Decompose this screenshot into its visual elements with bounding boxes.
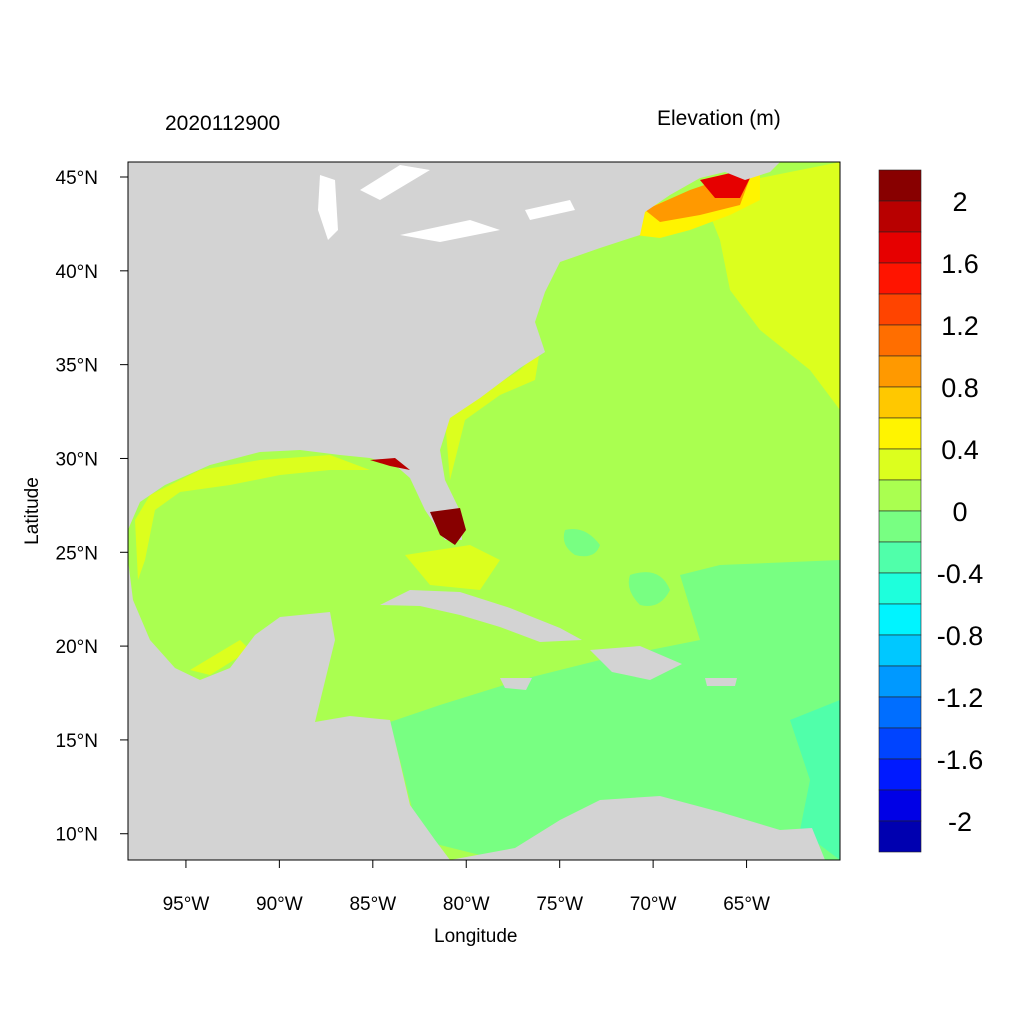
atlantic-low-patch: [628, 572, 670, 606]
colorbar-bin: [878, 324, 922, 357]
colorbar-bin: [878, 355, 922, 388]
x-tick-label: 95°W: [163, 894, 210, 915]
colorbar-label: -1.2: [937, 683, 984, 713]
colorbar-bin: [878, 262, 922, 295]
y-tick-label: 10°N: [56, 825, 98, 846]
colorbar-bin: [878, 510, 922, 543]
colorbar-bin: [878, 789, 922, 822]
y-tick-label: 35°N: [56, 356, 98, 377]
gulf-shelf-positive: [135, 455, 370, 580]
great-lake: [360, 165, 430, 200]
east-coast-shelf: [445, 350, 540, 480]
north-america-land: [128, 162, 780, 540]
colorbar-bin: [878, 448, 922, 481]
colorbar-bin: [878, 696, 922, 729]
colorbar-label: -0.8: [937, 621, 984, 651]
caribbean-ne-low: [790, 700, 840, 860]
colorbar-label: 1.2: [941, 311, 979, 341]
gulf-of-maine-peak: [700, 172, 750, 198]
x-axis-label: Longitude: [434, 926, 518, 947]
puerto-rico-land: [705, 678, 737, 686]
x-tick-label: 80°W: [443, 894, 490, 915]
colorbar-bin: [878, 200, 922, 233]
colorbar-bin: [878, 293, 922, 326]
colorbar-bin: [878, 634, 922, 667]
x-tick-label: 65°W: [723, 894, 770, 915]
plot-frame: [127, 161, 841, 861]
y-tick-label: 15°N: [56, 731, 98, 752]
colorbar-bin: [878, 417, 922, 450]
colorbar-bin: [878, 727, 922, 760]
colorbar-bin: [878, 479, 922, 512]
caribbean-low-region: [390, 560, 840, 860]
x-tick-label: 75°W: [536, 894, 583, 915]
south-america-land: [450, 796, 825, 860]
x-tick-label: 70°W: [630, 894, 677, 915]
y-tick-label: 20°N: [56, 637, 98, 658]
colorbar-bin: [878, 820, 922, 853]
x-tick-label: 90°W: [256, 894, 303, 915]
colorbar-bin: [878, 231, 922, 264]
y-tick-label: 25°N: [56, 543, 98, 564]
colorbar-label: -2: [948, 807, 972, 837]
colorbar-bin: [878, 758, 922, 791]
colorbar-bin: [878, 541, 922, 574]
y-tick-label: 45°N: [56, 168, 98, 189]
map-title-date: 2020112900: [165, 112, 281, 135]
colorbar-bin: [878, 603, 922, 636]
hispaniola-land: [590, 646, 682, 680]
central-america-land: [128, 560, 450, 860]
y-tick-label: 40°N: [56, 262, 98, 283]
yucatan-shelf-positive: [190, 640, 250, 675]
colorbar-bin: [878, 169, 922, 202]
great-lake: [400, 220, 500, 242]
coastal-surge-band: [370, 458, 410, 470]
colorbar-label: -1.6: [937, 745, 984, 775]
florida-surge: [430, 508, 466, 545]
colorbar-label: 0.8: [941, 373, 979, 403]
great-lake: [525, 200, 575, 220]
colorbar-bin: [878, 665, 922, 698]
ne-atlantic-region: [700, 162, 840, 410]
colorbar-label: -0.4: [937, 559, 984, 589]
colorbar-label: 1.6: [941, 249, 979, 279]
colorbar-bin: [878, 572, 922, 605]
colorbar-label: 0.4: [941, 435, 979, 465]
bahamas-shelf: [405, 545, 500, 590]
y-tick-label: 30°N: [56, 449, 98, 470]
colorbar-label: 0: [952, 497, 967, 527]
jamaica-land: [500, 678, 532, 690]
atlantic-low-patch: [563, 529, 600, 557]
great-lake: [318, 175, 338, 240]
colorbar-bin: [878, 386, 922, 419]
x-tick-label: 85°W: [349, 894, 396, 915]
colorbar-label: 2: [952, 187, 967, 217]
colorbar-title: Elevation (m): [657, 107, 781, 130]
cuba-land: [380, 590, 582, 642]
